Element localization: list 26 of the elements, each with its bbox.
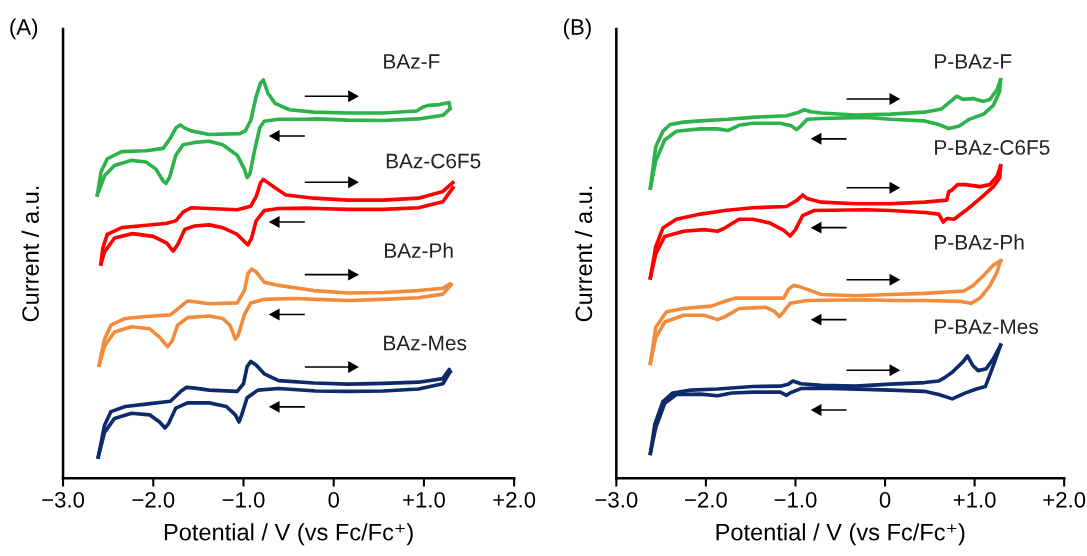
y-axis-title: Current / a.u. xyxy=(21,186,39,322)
series-label: P-BAz-C6F5 xyxy=(935,140,1050,155)
x-tick-label: −2.0 xyxy=(132,491,175,508)
x-tick-label: −3.0 xyxy=(42,491,85,508)
x-tick-label: −1.0 xyxy=(774,491,817,508)
series-label: P-BAz-F xyxy=(935,54,1012,69)
x-tick-label: −1.0 xyxy=(222,491,265,508)
x-tick-label: +2.0 xyxy=(493,491,536,508)
chart-title: (A) xyxy=(10,18,38,40)
series-label: BAz-C6F5 xyxy=(386,153,481,169)
x-tick-label: +1.0 xyxy=(953,491,996,508)
x-axis-title: Potential / V (vs Fc/Fc⁺) xyxy=(164,523,413,546)
chart-title: (B) xyxy=(563,18,591,40)
series-label: P-BAz-Mes xyxy=(935,319,1038,335)
x-tick-label: −3.0 xyxy=(595,491,638,508)
series-label: BAz-F xyxy=(384,54,440,69)
x-tick-label: +1.0 xyxy=(403,491,445,508)
series-label: P-BAz-Ph xyxy=(935,234,1024,250)
x-tick-label: 0 xyxy=(328,491,340,508)
series-label: BAz-Ph xyxy=(385,242,453,258)
x-axis-title: Potential / V (vs Fc/Fc⁺) xyxy=(716,523,965,546)
y-axis-title: Current / a.u. xyxy=(574,186,593,322)
x-tick-label: 0 xyxy=(879,491,891,508)
x-tick-label: +2.0 xyxy=(1043,491,1086,508)
x-tick-label: −2.0 xyxy=(685,491,727,508)
series-label: BAz-Mes xyxy=(384,335,467,351)
